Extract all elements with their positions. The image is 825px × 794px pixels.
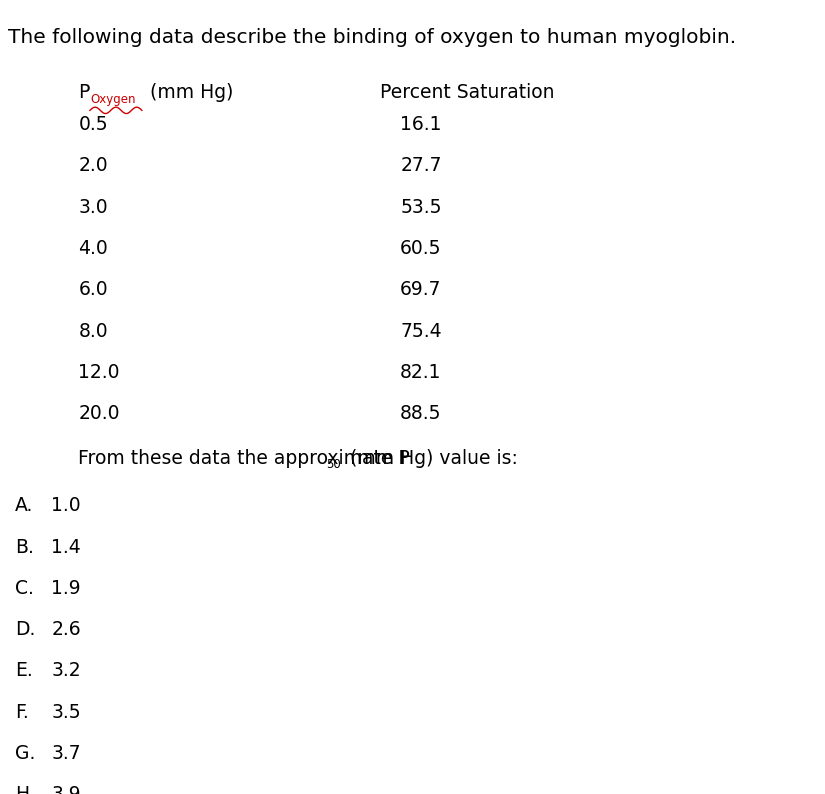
Text: 4.0: 4.0: [78, 239, 108, 258]
Text: 8.0: 8.0: [78, 322, 108, 341]
Text: 53.5: 53.5: [400, 198, 441, 217]
Text: 50: 50: [326, 458, 341, 471]
Text: D.: D.: [15, 620, 35, 639]
Text: Percent Saturation: Percent Saturation: [380, 83, 554, 102]
Text: 20.0: 20.0: [78, 404, 120, 423]
Text: P: P: [78, 83, 90, 102]
Text: 27.7: 27.7: [400, 156, 441, 175]
Text: 1.9: 1.9: [51, 579, 81, 598]
Text: From these data the approximate P: From these data the approximate P: [78, 449, 410, 468]
Text: Oxygen: Oxygen: [90, 93, 135, 106]
Text: 3.2: 3.2: [51, 661, 81, 680]
Text: B.: B.: [15, 538, 34, 557]
Text: E.: E.: [15, 661, 33, 680]
Text: 2.6: 2.6: [51, 620, 81, 639]
Text: 88.5: 88.5: [400, 404, 441, 423]
Text: H.: H.: [15, 785, 35, 794]
Text: The following data describe the binding of oxygen to human myoglobin.: The following data describe the binding …: [8, 28, 737, 47]
Text: 1.4: 1.4: [51, 538, 81, 557]
Text: 2.0: 2.0: [78, 156, 108, 175]
Text: 16.1: 16.1: [400, 115, 441, 134]
Text: 0.5: 0.5: [78, 115, 108, 134]
Text: 82.1: 82.1: [400, 363, 441, 382]
Text: G.: G.: [15, 744, 35, 763]
Text: 1.0: 1.0: [51, 496, 81, 515]
Text: 3.7: 3.7: [51, 744, 81, 763]
Text: 69.7: 69.7: [400, 280, 441, 299]
Text: C.: C.: [15, 579, 34, 598]
Text: 6.0: 6.0: [78, 280, 108, 299]
Text: 12.0: 12.0: [78, 363, 120, 382]
Text: F.: F.: [15, 703, 29, 722]
Text: 3.5: 3.5: [51, 703, 81, 722]
Text: 3.9: 3.9: [51, 785, 81, 794]
Text: A.: A.: [15, 496, 33, 515]
Text: 60.5: 60.5: [400, 239, 441, 258]
Text: (mm Hg): (mm Hg): [144, 83, 233, 102]
Text: (mm Hg) value is:: (mm Hg) value is:: [344, 449, 518, 468]
Text: 3.0: 3.0: [78, 198, 108, 217]
Text: 75.4: 75.4: [400, 322, 441, 341]
